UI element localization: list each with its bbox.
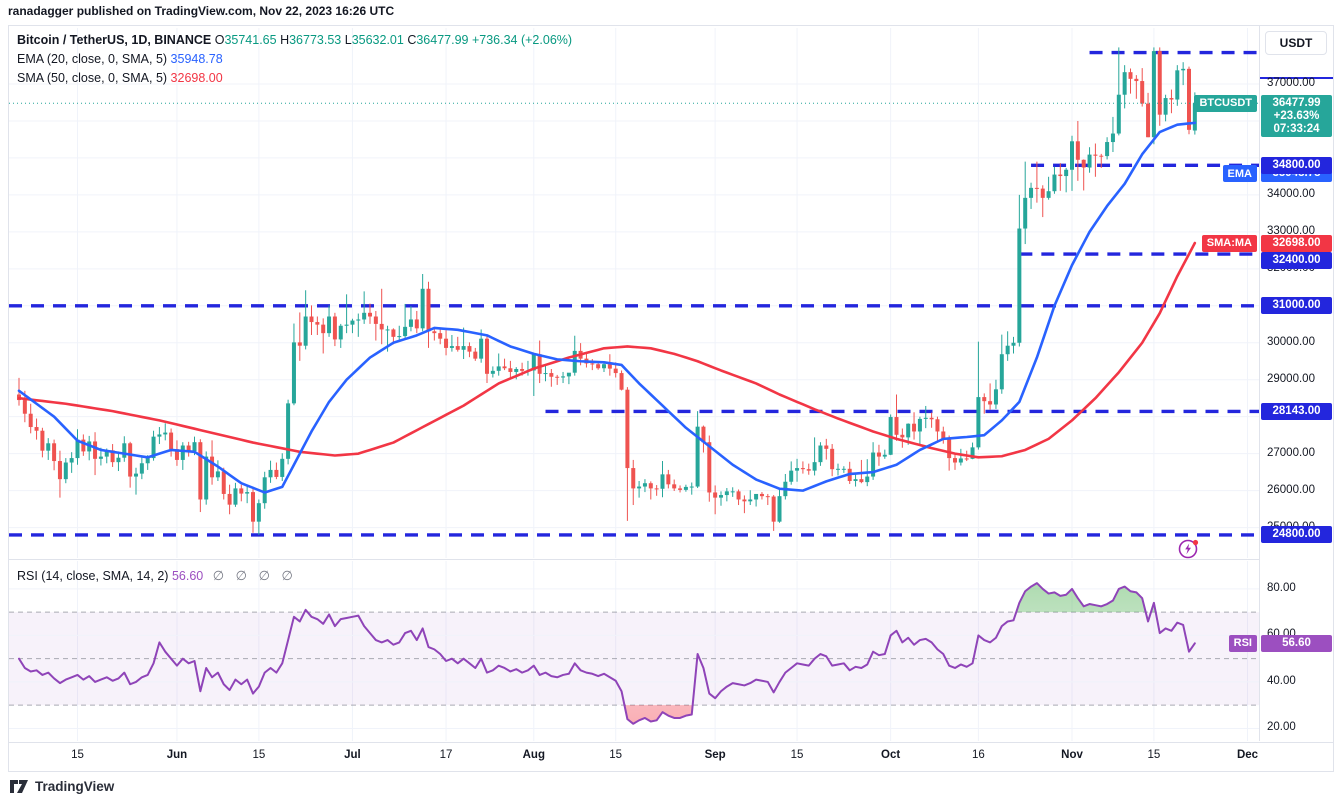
ohlc-low-value: 35632.01 [351,33,404,47]
price-axis[interactable]: USDT 37000.0034000.0033000.0032000.00300… [1259,26,1333,741]
ema-pill: EMA [1222,165,1257,182]
ema-legend-row[interactable]: EMA (20, close, 0, SMA, 5) 35948.78 [17,51,572,67]
rsi-tick-20: 20.00 [1267,721,1296,734]
time-tick-Sep: Sep [704,749,726,761]
price-tick-29000: 29000.00 [1267,372,1315,385]
price-tick-34000: 34000.00 [1267,187,1315,200]
time-tick-Jun: Jun [166,749,188,761]
ema-value: 35948.78 [170,52,223,66]
sma-value: 32698.00 [170,71,223,85]
sma-label: SMA (50, close, 0, SMA, 5) [17,71,168,85]
ohlc-close-value: 36477.99 [416,33,469,47]
time-axis[interactable]: 15 Jun 15 Jul 17 Aug 15 Sep 15 Oct 16 Nov 15 Dec [9,742,1333,771]
price-tick-33000: 33000.00 [1267,224,1315,237]
rsi-label: RSI (14, close, SMA, 14, 2) [17,569,169,583]
currency-button[interactable]: USDT [1265,31,1327,55]
rsi-empty-values: ∅ ∅ ∅ ∅ [212,568,297,583]
time-tick-Nov: Nov [1061,749,1083,761]
time-tick-Aug: Aug [522,749,545,761]
price-tick-27000: 27000.00 [1267,446,1315,459]
footer-brand[interactable]: TradingView [10,779,114,794]
ohlc-open-value: 35741.65 [224,33,277,47]
ohlc-low-label: L [344,33,352,47]
level-badge-34800: 34800.00 [1261,156,1332,174]
time-tick-17: 17 [439,749,453,761]
attribution-text: ranadagger published on TradingView.com,… [8,4,395,18]
level-line-axis-segment [1260,77,1333,79]
symbol-legend-row[interactable]: Bitcoin / TetherUS, 1D, BINANCE O35741.6… [17,32,572,48]
level-badge-31000: 31000.00 [1261,297,1332,315]
ohlc-high-label: H [280,33,290,47]
rsi-tick-80: 80.00 [1267,581,1296,594]
price-tick-26000: 26000.00 [1267,483,1315,496]
ohlc-high-value: 36773.53 [289,33,342,47]
price-pane[interactable] [9,28,1259,558]
time-tick-15: 15 [252,749,266,761]
ohlc-close-label: C [407,33,417,47]
time-tick-16: 16 [971,749,985,761]
footer-brand-text: TradingView [35,779,115,794]
rsi-tick-40: 40.00 [1267,674,1296,687]
time-tick-15: 15 [609,749,623,761]
rsi-value-badge: 56.60 [1261,634,1332,652]
time-tick-Oct: Oct [881,749,901,761]
sma-legend-row[interactable]: SMA (50, close, 0, SMA, 5) 32698.00 [17,70,572,86]
time-tick-15: 15 [1147,749,1161,761]
ohlc-open-label: O [214,33,225,47]
rsi-legend-row[interactable]: RSI (14, close, SMA, 14, 2) 56.60 ∅ ∅ ∅ … [17,568,297,584]
rsi-value: 56.60 [171,569,204,583]
tradingview-logo-icon [10,780,28,793]
level-badge-24800: 24800.00 [1261,526,1332,544]
sma-pill: SMA:MA [1201,234,1257,252]
sma-value-badge: 32698.00 [1261,234,1332,252]
time-tick-15: 15 [71,749,84,761]
rsi-pane[interactable] [9,561,1259,741]
time-tick-Dec: Dec [1236,749,1259,761]
change-value: +736.34 (+2.06%) [471,33,573,47]
rsi-pill: RSI [1228,634,1257,652]
pane-separator[interactable] [9,559,1259,560]
last-price-badge: 36477.99 +23.63% 07:33:24 [1261,95,1332,138]
lightning-event-icon[interactable] [1177,536,1201,560]
time-tick-Jul: Jul [344,749,361,761]
symbol-title: Bitcoin / TetherUS, 1D, BINANCE [17,33,212,47]
price-tick-30000: 30000.00 [1267,335,1315,348]
chart-legend: Bitcoin / TetherUS, 1D, BINANCE O35741.6… [17,32,572,89]
level-badge-32400: 32400.00 [1261,251,1332,269]
price-tick-37000: 37000.00 [1267,77,1315,89]
level-badge-28143: 28143.00 [1261,402,1332,420]
symbol-pill: BTCUSDT [1194,94,1257,112]
ema-label: EMA (20, close, 0, SMA, 5) [17,52,168,66]
time-tick-15: 15 [790,749,804,761]
chart-container: Bitcoin / TetherUS, 1D, BINANCE O35741.6… [8,25,1334,772]
